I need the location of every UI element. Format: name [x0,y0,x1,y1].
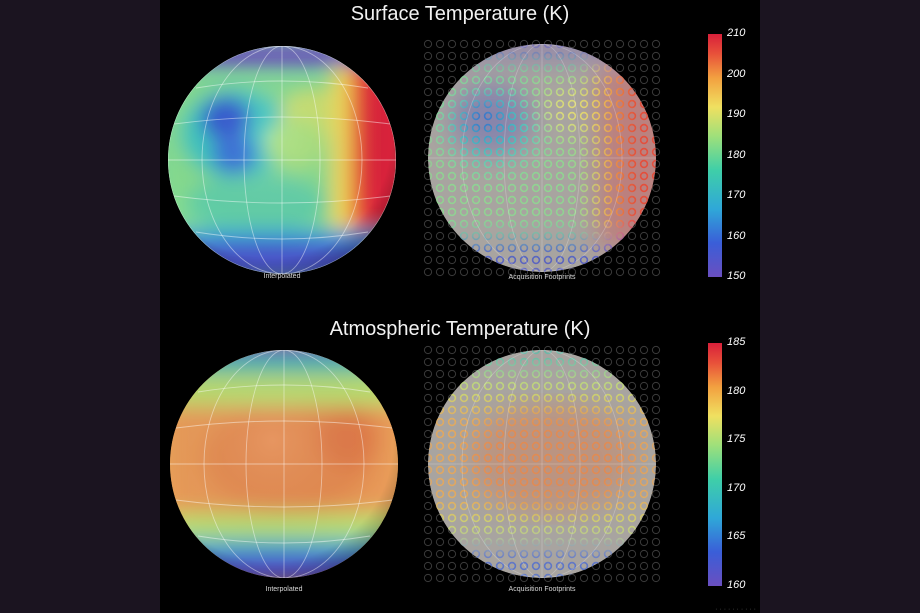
scale-tick-label: 180 [727,148,746,161]
scale-tick-label: 175 [727,433,746,446]
atmospheric-left-caption: Interpolated [265,586,303,593]
surface-interpolated-globe [168,46,396,274]
scale-tick-label: 165 [727,530,746,543]
scale-tick-label: 185 [727,336,746,348]
scale-tick-label: 170 [727,189,746,201]
image-credit: · · · · · · · · · · [715,606,756,613]
atmospheric-right-caption: Acquisition Footprints [508,586,576,593]
surface-left-caption: Interpolated [263,273,301,280]
scale-tick-label: 210 [727,27,746,39]
atmospheric-color-scale [708,343,722,586]
scale-tick-label: 170 [727,481,746,494]
scale-tick-label: 150 [727,270,746,282]
scale-tick-label: 200 [727,67,746,80]
scale-tick-label: 160 [727,579,746,591]
surface-temperature-title: Surface Temperature (K) [350,3,570,25]
surface-footprints-globe [422,38,662,278]
atmospheric-footprints-globe [422,344,662,584]
atmospheric-interpolated-globe [170,350,398,578]
scale-tick-label: 180 [727,384,746,397]
scale-tick-label: 190 [727,108,746,120]
image-frame: Surface Temperature (K) [160,0,760,613]
surface-right-caption: Acquisition Footprints [508,274,576,281]
surface-color-scale [708,34,722,277]
atmospheric-temperature-title: Atmospheric Temperature (K) [329,318,591,340]
scale-tick-label: 160 [727,229,746,242]
